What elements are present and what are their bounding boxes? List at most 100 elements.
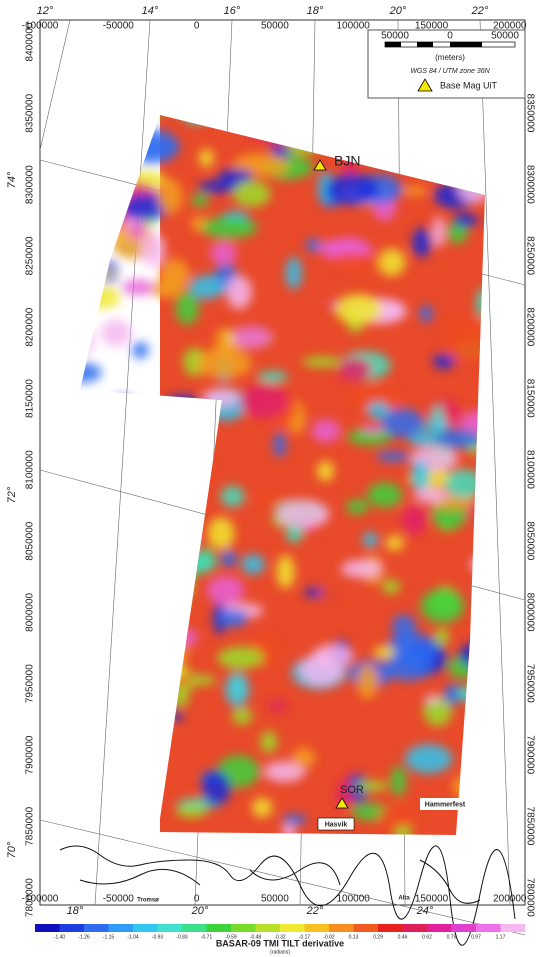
anomaly	[317, 461, 334, 481]
anomaly	[425, 695, 441, 704]
colorbar-swatch	[452, 924, 477, 932]
anomaly	[312, 419, 341, 442]
anomaly	[176, 805, 207, 818]
scale-units: (meters)	[435, 53, 465, 62]
colorbar-swatch	[354, 924, 379, 932]
x-tick-label: 0	[194, 894, 200, 905]
place-label: Hammerfest	[425, 801, 466, 808]
anomaly	[267, 701, 288, 711]
colorbar-label: 0.62	[422, 934, 432, 940]
colorbar-swatch	[60, 924, 85, 932]
anomaly	[199, 149, 214, 167]
anomaly	[225, 673, 249, 706]
station-label: Base Mag UiT	[440, 80, 498, 90]
y-tick-label: 8150000	[25, 379, 36, 418]
longitude-label: 16°	[224, 5, 241, 17]
anomaly	[202, 771, 231, 805]
anomaly	[337, 358, 372, 382]
latitude-label: 74°	[6, 171, 18, 188]
anomaly	[420, 305, 433, 323]
colorbar-label: -1.04	[127, 934, 139, 940]
scale-label: 0	[447, 31, 453, 42]
anomaly	[341, 560, 383, 578]
anomaly	[210, 242, 237, 264]
scale-seg	[417, 42, 433, 47]
colorbar-swatch	[256, 924, 281, 932]
anomaly	[276, 555, 294, 588]
anomaly	[405, 744, 452, 773]
colorbar-swatch	[158, 924, 183, 932]
anomaly	[378, 249, 405, 277]
anomaly	[367, 482, 402, 507]
anomaly	[420, 589, 464, 623]
anomaly	[207, 576, 244, 605]
colorbar-swatch	[403, 924, 428, 932]
longitude-label: 18°	[307, 5, 324, 17]
anomaly	[402, 505, 427, 536]
colorbar-label: 0.79	[447, 934, 457, 940]
anomaly	[121, 280, 156, 295]
x-tick-label: -50000	[103, 894, 135, 905]
y-tick-label: 7850000	[524, 807, 535, 846]
anomaly	[252, 798, 272, 818]
anomaly	[312, 644, 353, 668]
y-tick-label: 7950000	[524, 664, 535, 703]
x-tick-label: 100000	[337, 894, 371, 905]
anomaly	[286, 257, 302, 289]
colorbar-label: 0.13	[349, 934, 359, 940]
scale-label: 50000	[491, 31, 519, 42]
place-label: Tromsø	[137, 898, 159, 904]
anomaly	[241, 554, 264, 574]
longitude-label: 18°	[67, 905, 84, 917]
colorbar-swatch	[182, 924, 207, 932]
anomaly	[453, 213, 478, 227]
anomaly	[276, 500, 329, 529]
anomaly	[400, 634, 414, 660]
anomaly	[376, 452, 411, 462]
anomaly	[320, 583, 337, 601]
longitude-label: 24°	[416, 905, 434, 917]
colorbar-swatch	[133, 924, 158, 932]
map: -100000-100000-50000-5000000500005000010…	[0, 0, 542, 957]
anomaly	[346, 499, 368, 514]
anomaly	[361, 425, 385, 434]
y-tick-label: 8050000	[524, 521, 535, 560]
colorbar-title: BASAR-09 TMI TILT derivative	[216, 938, 344, 948]
colorbar-swatch	[476, 924, 501, 932]
anomaly	[141, 232, 165, 266]
anomaly	[197, 348, 252, 379]
longitude-label: 12°	[37, 5, 54, 17]
y-tick-label: 7900000	[25, 735, 36, 774]
anomaly	[374, 646, 396, 658]
y-tick-label: 8200000	[25, 307, 36, 346]
y-tick-label: 8200000	[524, 307, 535, 346]
y-tick-label: 8000000	[524, 593, 535, 632]
y-tick-label: 8000000	[25, 592, 36, 631]
x-tick-label: 200000	[493, 894, 527, 905]
y-tick-label: 8350000	[524, 94, 535, 133]
y-tick-label: 8250000	[25, 236, 36, 275]
colorbar-swatch	[378, 924, 403, 932]
colorbar-swatch	[35, 924, 60, 932]
place-label: SOR	[340, 784, 364, 796]
colorbar-swatch	[501, 924, 526, 932]
anomaly	[444, 684, 459, 705]
anomaly	[367, 402, 389, 419]
colorbar-label: -1.15	[103, 934, 115, 940]
y-tick-label: 8300000	[524, 165, 535, 204]
anomaly	[158, 179, 182, 215]
y-tick-label: 8050000	[25, 521, 36, 560]
x-tick-label: 50000	[261, 21, 289, 32]
anomaly	[432, 216, 444, 248]
colorbar-label: -1.40	[54, 934, 66, 940]
anomaly	[226, 275, 252, 309]
anomaly	[363, 532, 378, 548]
colorbar-label: -0.71	[201, 934, 213, 940]
anomaly	[386, 535, 404, 550]
anomaly	[260, 731, 277, 753]
place-label: Alta	[398, 896, 410, 902]
anomaly	[218, 609, 249, 627]
longitude-label: 14°	[142, 5, 159, 17]
anomaly	[274, 432, 286, 457]
anomaly	[232, 707, 252, 725]
